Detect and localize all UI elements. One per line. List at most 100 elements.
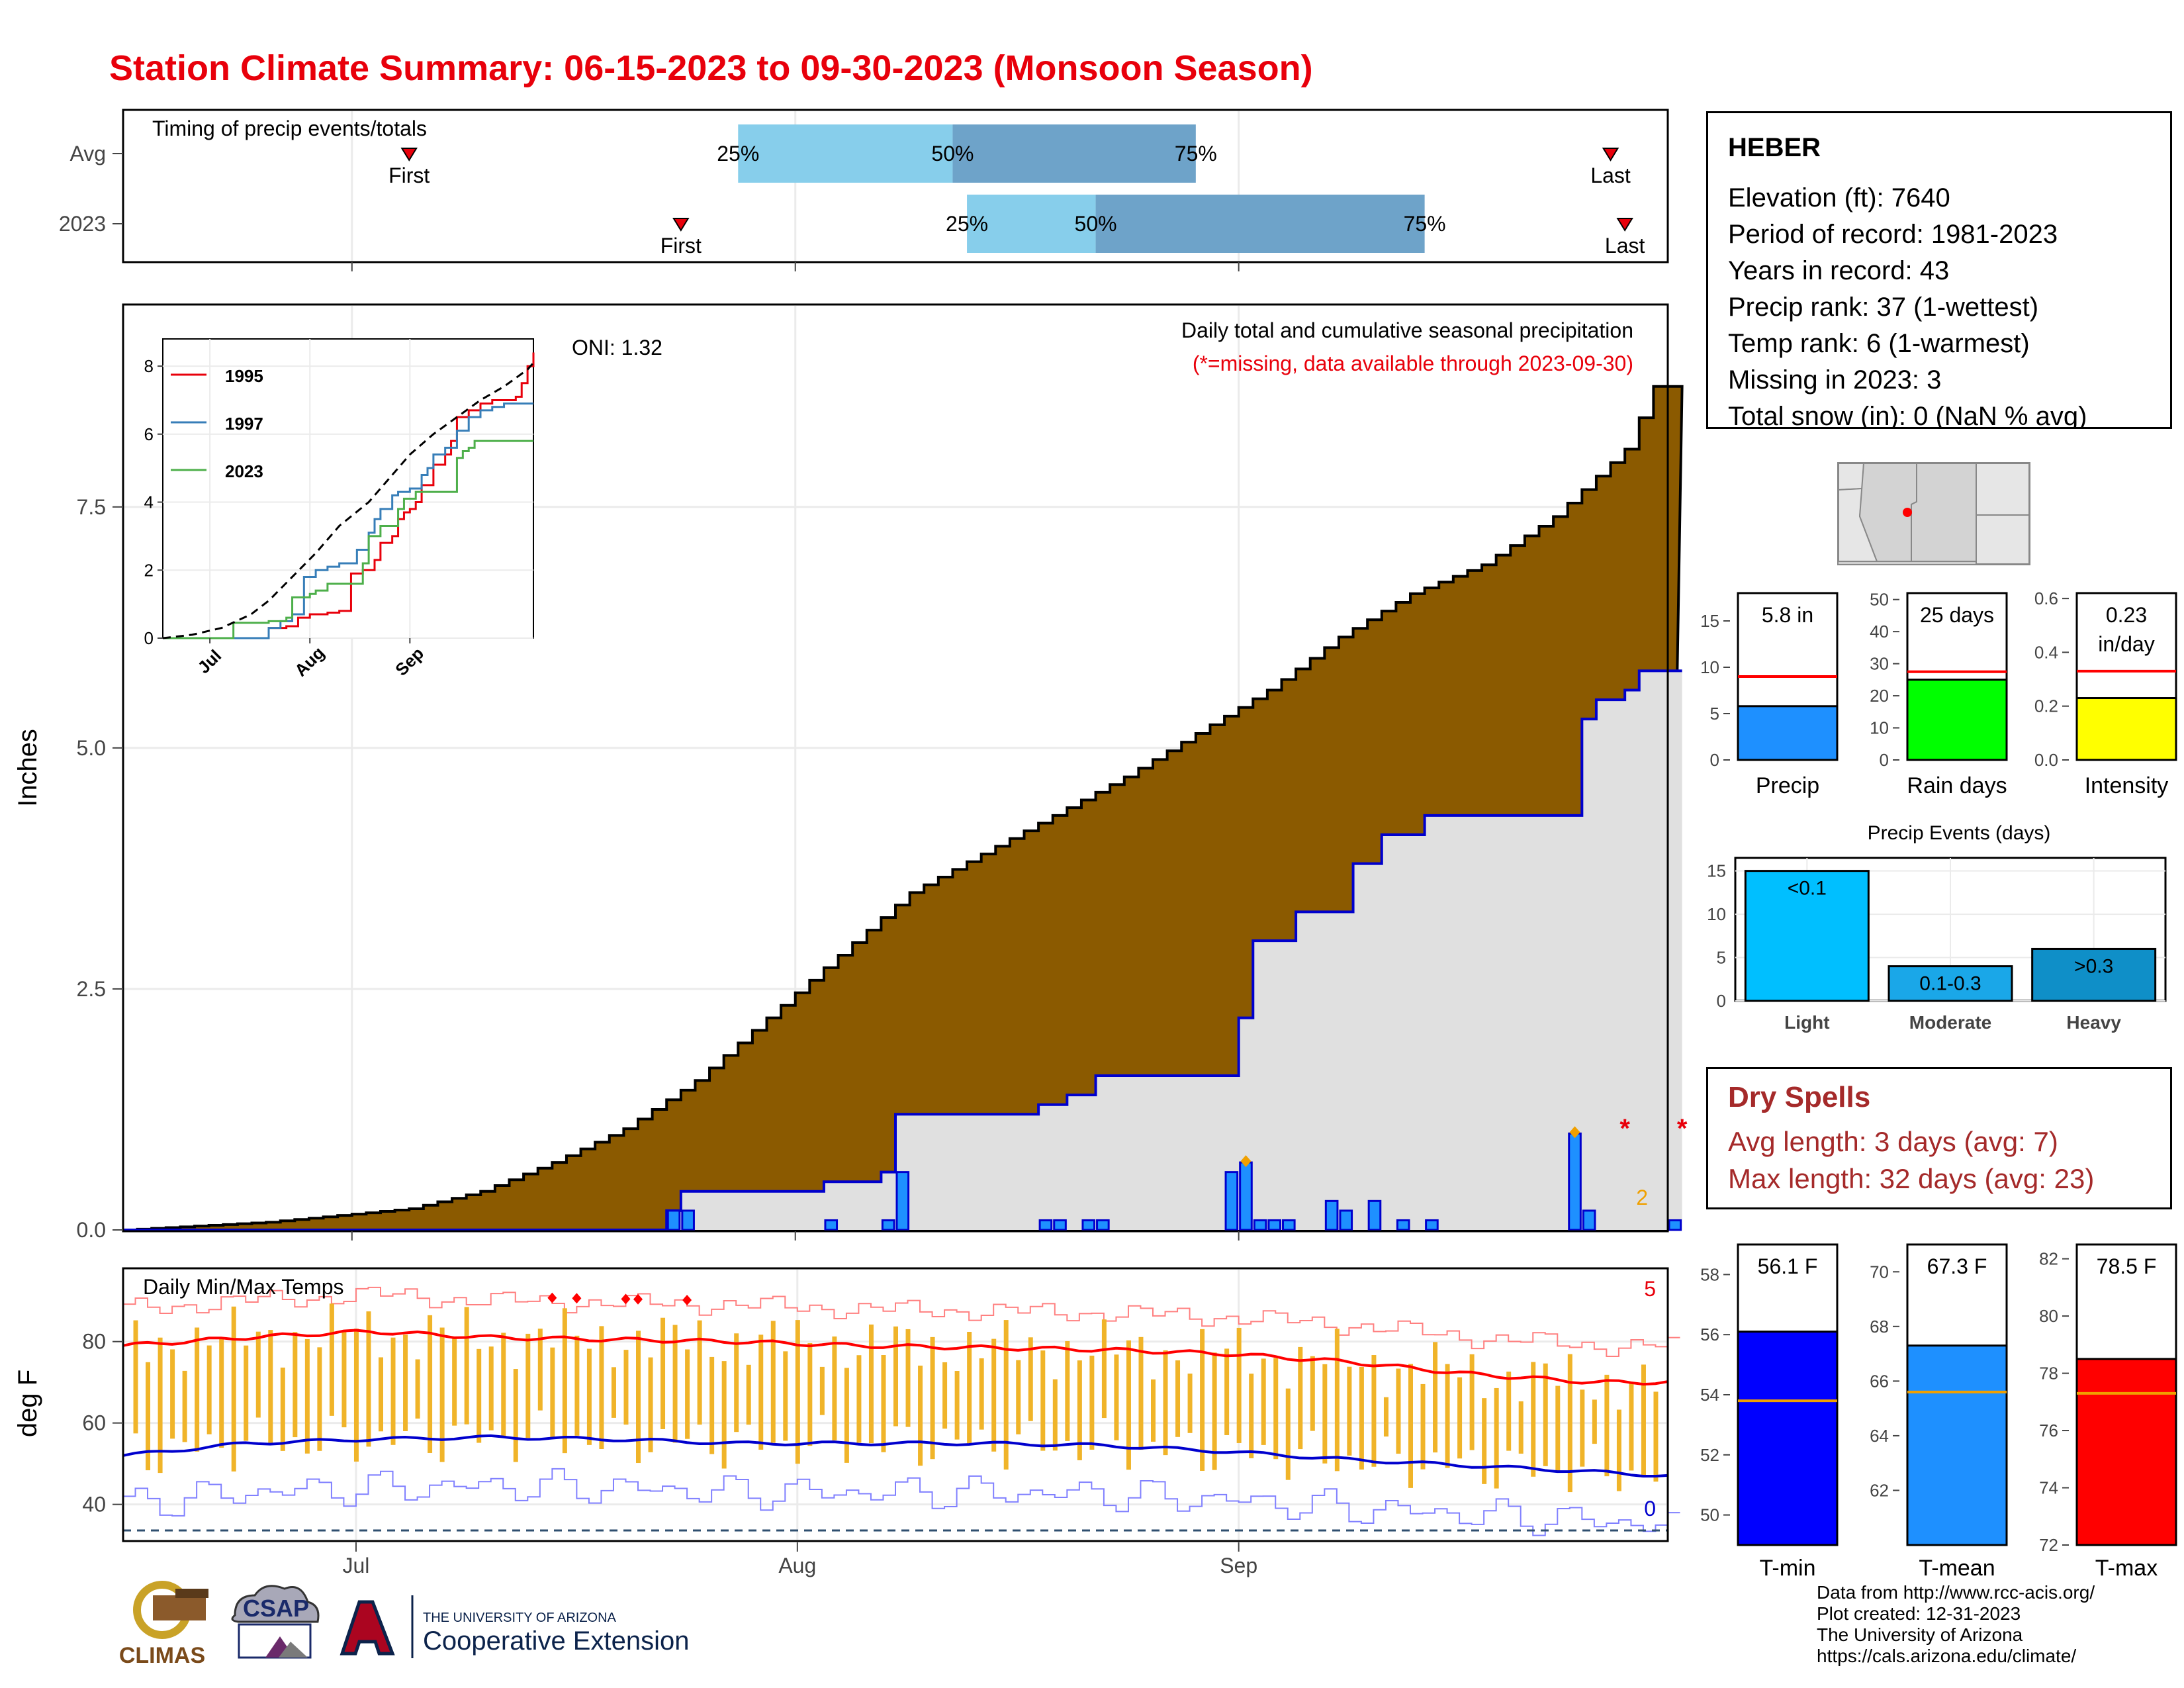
record-high-marker bbox=[682, 1294, 692, 1305]
daily-temp-range-bar bbox=[918, 1365, 923, 1466]
daily-temp-range-bar bbox=[182, 1370, 187, 1442]
station-missing: Missing in 2023: 3 bbox=[1728, 365, 1942, 395]
daily-temp-range-bar bbox=[1580, 1389, 1585, 1467]
timing-marker-label: First bbox=[388, 164, 430, 187]
summary-ytick-label: 5 bbox=[1710, 704, 1719, 724]
daily-temp-range-bar bbox=[255, 1331, 261, 1418]
daily-temp-range-bar bbox=[1089, 1355, 1095, 1450]
temp-title: Daily Min/Max Temps bbox=[143, 1275, 343, 1299]
daily-temp-range-bar bbox=[1126, 1340, 1131, 1470]
daily-temp-range-bar bbox=[979, 1358, 984, 1430]
daily-temp-range-bar bbox=[1359, 1366, 1364, 1470]
daily-temp-range-bar bbox=[244, 1345, 249, 1441]
daily-temp-range-bar bbox=[807, 1342, 813, 1446]
timing-bar-25-50 bbox=[738, 124, 953, 183]
station-info-box: HEBER Elevation (ft): 7640 Period of rec… bbox=[1706, 111, 2172, 429]
timing-marker bbox=[1602, 148, 1619, 162]
inset-legend-1995: 1995 bbox=[225, 366, 263, 386]
daily-temp-range-bar bbox=[611, 1367, 616, 1418]
daily-temp-range-bar bbox=[206, 1345, 212, 1434]
daily-precip-bar bbox=[1668, 1219, 1682, 1231]
daily-temp-range-bar bbox=[758, 1335, 764, 1450]
daily-temp-range-bar bbox=[1469, 1354, 1475, 1450]
precip-ytick-label: 0.0 bbox=[77, 1218, 106, 1242]
timing-marker bbox=[1616, 218, 1633, 232]
daily-temp-range-bar bbox=[1212, 1352, 1217, 1470]
summary-value-label2: in/day bbox=[2098, 632, 2154, 656]
daily-temp-range-bar bbox=[844, 1368, 849, 1463]
daily-temp-range-bar bbox=[1555, 1385, 1561, 1472]
precip-events-ytick-label: 10 bbox=[1707, 904, 1726, 924]
temp-ytick-label: 40 bbox=[82, 1493, 106, 1517]
daily-temp-range-bar bbox=[636, 1331, 641, 1464]
daily-temp-range-bar bbox=[1334, 1329, 1340, 1472]
dry-spells-max: Max length: 32 days (avg: 23) bbox=[1728, 1163, 2095, 1194]
daily-temp-range-bar bbox=[893, 1326, 898, 1427]
daily-temp-range-bar bbox=[905, 1329, 911, 1427]
daily-temp-range-bar bbox=[1175, 1360, 1181, 1437]
temp-xtick-label: Jul bbox=[342, 1554, 369, 1577]
daily-temp-range-bar bbox=[770, 1321, 776, 1443]
precip-events-ytick-label: 0 bbox=[1717, 991, 1726, 1011]
precip-events-panel: Precip Events (days) 0 5 10 15 <0.1 Light 0.1-0… bbox=[1707, 822, 2167, 1033]
summary-ytick-label: 0.2 bbox=[2034, 696, 2058, 716]
timing-label: Timing of precip events/totals bbox=[152, 117, 427, 140]
daily-temp-range-bar bbox=[1396, 1368, 1401, 1454]
daily-temp-range-bar bbox=[293, 1332, 298, 1438]
daily-temp-range-bar bbox=[1187, 1374, 1193, 1433]
summary-ytick-label: 10 bbox=[1700, 657, 1719, 677]
timing-bar-50-75 bbox=[952, 124, 1196, 183]
summary-ytick-label: 64 bbox=[1870, 1426, 1889, 1446]
daily-temp-range-bar bbox=[1151, 1379, 1156, 1442]
credit-url: https://cals.arizona.edu/climate/ bbox=[1817, 1646, 2077, 1666]
summary-ytick-label: 74 bbox=[2039, 1478, 2058, 1498]
precip-corner-count: 2 bbox=[1636, 1186, 1648, 1209]
daily-temp-range-bar bbox=[1273, 1358, 1279, 1460]
daily-temp-range-bar bbox=[586, 1348, 592, 1445]
inset-series-line bbox=[163, 402, 533, 639]
ua-line1: THE UNIVERSITY OF ARIZONA bbox=[423, 1611, 617, 1625]
precip-events-bar-label: >0.3 bbox=[2074, 955, 2113, 977]
summary-bar-rain-days bbox=[1906, 679, 2008, 761]
daily-temp-range-bar bbox=[464, 1307, 469, 1425]
summary-bar-label: T-max bbox=[2095, 1556, 2158, 1581]
daily-temp-range-bar bbox=[623, 1350, 629, 1425]
daily-temp-range-bar bbox=[477, 1348, 482, 1443]
station-temp-rank: Temp rank: 6 (1-warmest) bbox=[1728, 329, 2030, 358]
inset-ytick-label: 0 bbox=[144, 628, 154, 648]
timing-pct-label: 25% bbox=[717, 142, 759, 165]
daily-temp-range-bar bbox=[550, 1347, 555, 1438]
daily-precip-bar bbox=[881, 1219, 895, 1231]
station-location-dot bbox=[1903, 508, 1912, 517]
summary-bar-t-max bbox=[2075, 1358, 2177, 1546]
summary-ytick-label: 0 bbox=[1710, 750, 1719, 770]
summary-value-label: 67.3 F bbox=[1927, 1254, 1987, 1278]
daily-precip-bar bbox=[1038, 1219, 1053, 1231]
daily-temp-range-bar bbox=[1433, 1342, 1438, 1453]
record-high-line bbox=[123, 1286, 1680, 1357]
timing-bar-50-75 bbox=[1095, 195, 1425, 253]
summary-bar-label: Rain days bbox=[1907, 773, 2007, 798]
inset-ytick-label: 6 bbox=[144, 424, 154, 444]
precip-panel: *** 0.02.55.07.5 Inches Daily total and … bbox=[13, 303, 1688, 1242]
inset-series-line bbox=[162, 361, 535, 639]
precip-events-bar-heavy bbox=[2031, 947, 2157, 1002]
record-high-marker bbox=[572, 1293, 582, 1304]
daily-temp-range-bar bbox=[1531, 1362, 1536, 1477]
daily-temp-range-bar bbox=[1322, 1364, 1328, 1464]
daily-precip-bar bbox=[1425, 1219, 1439, 1231]
inset-series-line bbox=[163, 352, 535, 639]
precip-events-category: Light bbox=[1784, 1012, 1829, 1033]
daily-precip-bar bbox=[824, 1219, 839, 1231]
daily-precip-bar bbox=[1053, 1219, 1067, 1231]
timing-row-2023-label: 2023 bbox=[59, 212, 106, 236]
summary-ytick-label: 58 bbox=[1700, 1264, 1719, 1284]
summary-ytick-label: 52 bbox=[1700, 1445, 1719, 1465]
daily-temp-range-bar bbox=[709, 1356, 715, 1454]
summary-value-label: 0.23 bbox=[2106, 603, 2147, 627]
daily-precip-bar bbox=[1224, 1171, 1239, 1231]
daily-precip-bar bbox=[1367, 1199, 1382, 1231]
precip-events-bar-light bbox=[1744, 870, 1870, 1002]
daily-temp-range-bar bbox=[648, 1357, 653, 1452]
station-years: Years in record: 43 bbox=[1728, 256, 1950, 285]
